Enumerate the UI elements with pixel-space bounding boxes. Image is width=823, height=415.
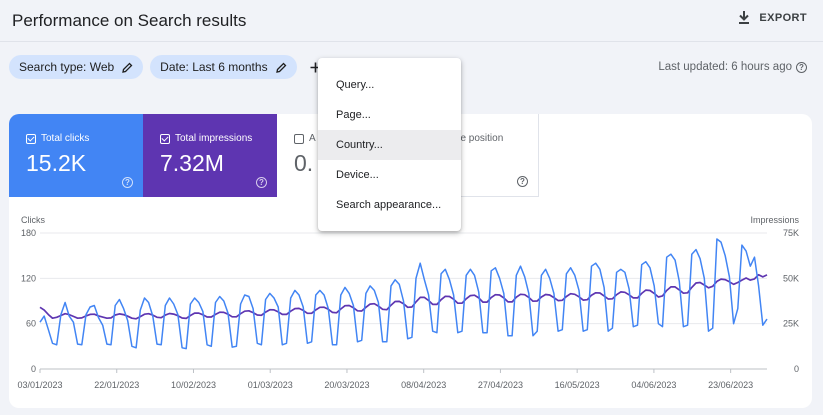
left-axis-title: Clicks <box>21 215 45 225</box>
metric-label: Total impressions <box>175 133 253 144</box>
metric-value: 0. <box>294 150 314 176</box>
right-tick-label: 0 <box>794 364 799 374</box>
x-tick-label: 08/04/2023 <box>401 380 446 390</box>
menu-item-query[interactable]: Query... <box>336 79 375 91</box>
search-type-label: Search type: Web <box>19 60 115 74</box>
page-title: Performance on Search results <box>12 11 247 30</box>
x-tick-label: 03/01/2023 <box>17 380 62 390</box>
metric-total-clicks[interactable]: Total clicks 15.2K ? <box>9 114 143 197</box>
x-tick-label: 01/03/2023 <box>248 380 293 390</box>
checkbox-unchecked-icon[interactable] <box>294 133 304 144</box>
metric-total-impressions[interactable]: Total impressions 7.32M ? <box>143 114 277 197</box>
left-tick-label: 180 <box>21 228 36 238</box>
left-tick-label: 120 <box>21 273 36 283</box>
left-tick-label: 60 <box>26 319 36 329</box>
metric-value: 7.32M <box>160 150 224 176</box>
export-button[interactable]: EXPORT <box>738 11 807 24</box>
x-tick-label: 22/01/2023 <box>94 380 139 390</box>
series-line-impressions <box>39 273 768 320</box>
download-icon <box>739 11 750 24</box>
search-type-chip[interactable]: Search type: Web <box>9 55 144 79</box>
right-tick-label: 75K <box>783 228 799 238</box>
performance-chart: Clicks Impressions 180 75K 120 50K 60 25K 0 0 03/0… <box>17 215 799 390</box>
metric-label: A <box>309 133 316 144</box>
date-label: Date: Last 6 months <box>160 60 268 74</box>
x-tick-label: 27/04/2023 <box>478 380 523 390</box>
x-tick-label: 16/05/2023 <box>555 380 600 390</box>
menu-item-page[interactable]: Page... <box>336 109 371 121</box>
checkbox-checked-icon[interactable] <box>26 133 36 144</box>
right-tick-label: 25K <box>783 319 799 329</box>
right-axis-title: Impressions <box>750 215 799 225</box>
menu-item-search-appearance[interactable]: Search appearance... <box>336 199 442 211</box>
metric-value: 15.2K <box>26 150 87 176</box>
date-chip[interactable]: Date: Last 6 months <box>150 55 297 79</box>
last-updated-text: Last updated: 6 hours ago <box>658 61 792 73</box>
filter-bar: Search type: Web Date: Last 6 months N <box>9 55 335 79</box>
help-icon[interactable]: ? <box>796 61 807 73</box>
menu-item-device[interactable]: Device... <box>336 169 379 181</box>
x-tick-label: 04/06/2023 <box>631 380 676 390</box>
last-updated: Last updated: 6 hours ago ? <box>658 61 807 73</box>
metric-label: Total clicks <box>41 133 90 144</box>
series-line-clicks <box>39 238 768 350</box>
export-label: EXPORT <box>759 11 807 24</box>
help-icon[interactable]: ? <box>517 176 528 187</box>
help-icon[interactable]: ? <box>256 177 267 188</box>
page-header: Performance on Search results EXPORT <box>0 0 823 42</box>
right-tick-label: 50K <box>783 273 799 283</box>
edit-pencil-icon <box>122 62 133 73</box>
new-filter-menu: Query... Page... Country... Device... Se… <box>318 58 461 231</box>
x-tick-label: 10/02/2023 <box>171 380 216 390</box>
performance-card: Total clicks 15.2K ? Total impressions 7… <box>9 114 812 408</box>
help-icon[interactable]: ? <box>122 177 133 188</box>
checkbox-checked-icon[interactable] <box>160 133 170 144</box>
edit-pencil-icon <box>275 62 286 73</box>
metric-label: rage position <box>446 133 504 144</box>
x-tick-label: 23/06/2023 <box>708 380 753 390</box>
x-tick-label: 20/03/2023 <box>324 380 369 390</box>
left-tick-label: 0 <box>31 364 36 374</box>
menu-item-country[interactable]: Country... <box>318 130 461 160</box>
